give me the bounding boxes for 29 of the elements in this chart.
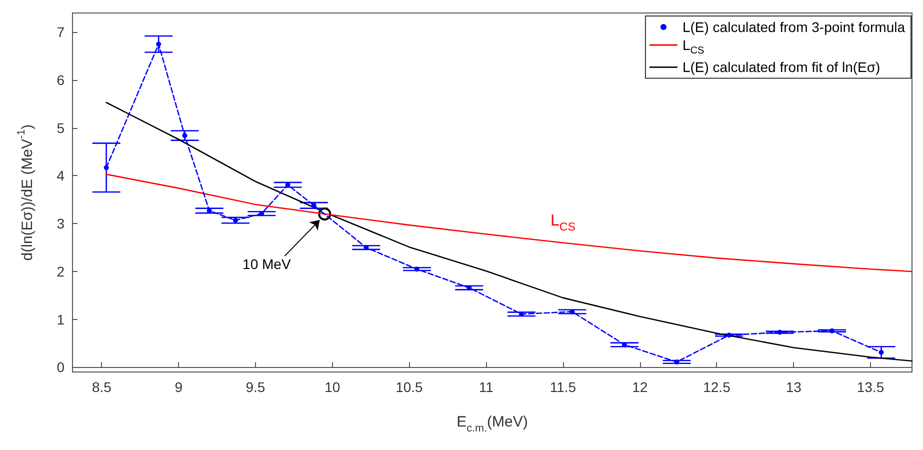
y-tick-label: 2	[56, 263, 65, 280]
y-tick-label: 7	[56, 24, 65, 40]
x-tick-label: 9.5	[246, 379, 266, 395]
annotation: 10 MeV	[242, 256, 292, 272]
y-tick-label: 4	[56, 168, 65, 184]
x-tick-label: 11.5	[550, 379, 576, 395]
legend-label: L(E) calculated from fit of ln(Eσ)	[682, 59, 880, 76]
y-axis-title: d(ln(Eσ))/dE (MeV-1)	[16, 124, 36, 261]
x-tick-label: 8.5	[92, 379, 112, 395]
line-series	[106, 174, 913, 272]
y-tick-label: 5	[56, 120, 65, 136]
line-series	[106, 102, 913, 362]
x-tick-label: 13	[786, 379, 802, 395]
x-tick-label: 10	[324, 379, 340, 395]
legend-label: L(E) calculated from 3-point formula	[682, 19, 906, 35]
y-tick-label: 6	[56, 72, 65, 88]
x-tick-label: 12.5	[703, 379, 731, 395]
point	[156, 42, 162, 47]
x-tick-label: 12	[632, 379, 648, 395]
y-tick-label: 3	[56, 216, 65, 232]
point	[104, 165, 109, 170]
point	[878, 350, 884, 355]
x-tick-label: 13.5	[856, 379, 884, 395]
x-tick-label: 10.5	[396, 379, 424, 395]
point	[182, 133, 188, 138]
x-tick-label: 11	[478, 379, 494, 395]
y-tick-label: 1	[56, 311, 65, 328]
x-tick-label: 9	[174, 379, 183, 395]
y-tick-label: 0	[56, 359, 65, 376]
